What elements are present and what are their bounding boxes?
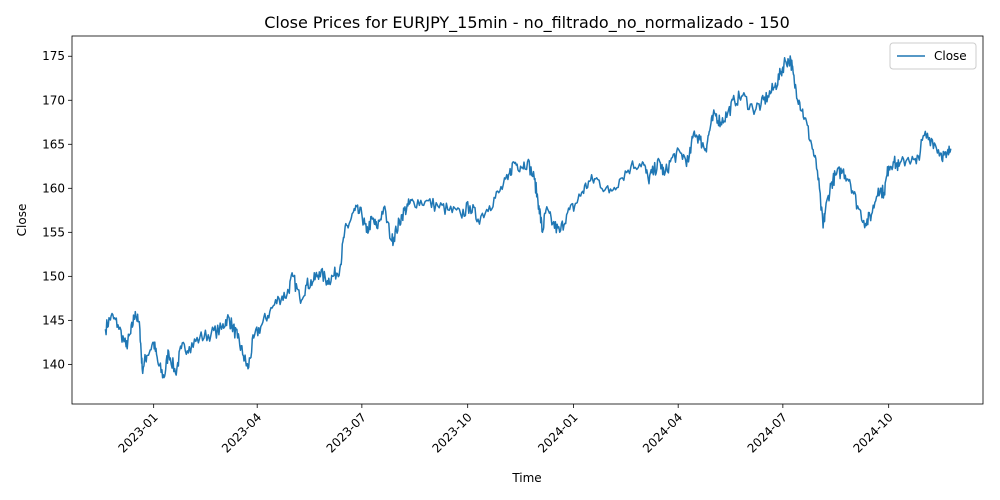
y-tick-label: 145 <box>42 313 65 327</box>
y-tick-label: 155 <box>42 225 65 239</box>
y-tick-label: 165 <box>42 137 65 151</box>
legend: Close <box>889 42 977 70</box>
legend-label-close: Close <box>934 49 967 63</box>
y-axis-title: Close <box>15 204 29 237</box>
y-axis: 140 145 150 155 160 165 170 175 <box>42 49 72 371</box>
y-tick-label: 160 <box>42 181 65 195</box>
plot-frame <box>71 35 984 405</box>
legend-box <box>889 42 977 70</box>
y-tick-label: 150 <box>42 269 65 283</box>
chart-title: Close Prices for EURJPY_15min - no_filtr… <box>264 13 790 33</box>
x-axis-title: Time <box>511 471 541 485</box>
y-tick-label: 170 <box>42 93 65 107</box>
series-line-close <box>104 55 952 379</box>
y-tick-label: 175 <box>42 49 65 63</box>
y-tick-label: 140 <box>42 357 65 371</box>
